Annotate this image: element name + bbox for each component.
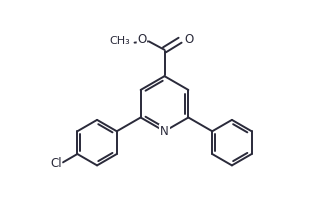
Text: CH₃: CH₃ [110, 36, 131, 46]
Text: N: N [160, 125, 169, 138]
Text: O: O [137, 33, 146, 46]
Text: O: O [184, 33, 194, 46]
Text: Cl: Cl [50, 157, 62, 170]
